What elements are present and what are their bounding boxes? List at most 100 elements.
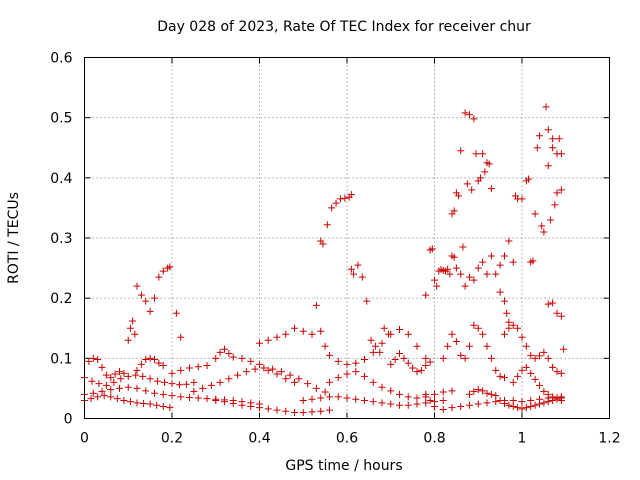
data-point [380, 324, 388, 332]
data-point [186, 364, 193, 372]
data-point [336, 195, 344, 203]
data-point [396, 350, 403, 358]
data-point [417, 366, 425, 374]
data-point [343, 370, 351, 378]
data-point [146, 354, 154, 362]
data-point [479, 387, 487, 395]
data-point [273, 333, 281, 341]
data-point [496, 261, 504, 269]
data-point [256, 339, 263, 347]
data-point [299, 408, 307, 416]
data-point [509, 396, 517, 404]
data-point [354, 261, 362, 269]
data-point [308, 408, 316, 416]
data-point [234, 371, 242, 379]
data-point [371, 342, 379, 350]
data-point [553, 189, 561, 197]
data-point [555, 135, 563, 143]
data-point [536, 132, 543, 140]
data-point [120, 396, 128, 404]
data-point [299, 327, 307, 335]
data-point [129, 317, 137, 325]
data-point [470, 276, 478, 284]
data-point [308, 395, 316, 403]
data-point [450, 207, 458, 215]
data-point [352, 395, 360, 403]
data-point [492, 392, 500, 400]
data-point [242, 368, 250, 376]
y-tick-label: 0.1 [50, 351, 72, 367]
data-point [273, 406, 281, 414]
data-point [87, 395, 95, 403]
data-point [132, 371, 140, 379]
data-point [269, 365, 277, 373]
data-point [369, 378, 377, 386]
data-point [549, 396, 557, 404]
data-point [422, 354, 430, 362]
data-point [110, 378, 118, 386]
data-point [525, 175, 533, 183]
data-point [492, 366, 500, 374]
data-point [256, 360, 263, 368]
data-point [139, 372, 147, 380]
data-point [323, 221, 331, 229]
data-point [479, 330, 487, 338]
data-point [229, 399, 237, 407]
data-point [544, 126, 552, 134]
data-point [409, 364, 417, 372]
data-point [426, 396, 434, 404]
data-point [94, 356, 102, 364]
data-point [133, 282, 141, 290]
data-point [142, 356, 150, 364]
data-point [151, 294, 158, 302]
data-point [501, 374, 508, 382]
data-point [544, 390, 552, 398]
data-point [247, 357, 255, 365]
data-point [470, 115, 478, 123]
data-point [560, 345, 568, 353]
data-point [343, 360, 351, 368]
data-point [514, 324, 522, 332]
data-point [483, 399, 491, 407]
data-point [161, 378, 169, 386]
data-point [137, 291, 145, 299]
data-point [551, 201, 559, 209]
x-tick-labels: 0 0.2 0.4 0.6 0.8 1 1.2 [80, 431, 621, 447]
data-point [308, 330, 316, 338]
data-point [413, 342, 421, 350]
data-point [225, 350, 233, 358]
data-point [277, 368, 285, 376]
data-point [466, 390, 473, 398]
data-point [557, 312, 565, 320]
data-point [264, 336, 272, 344]
data-point [361, 396, 368, 404]
data-point [273, 370, 281, 378]
data-point [518, 405, 526, 413]
data-point [229, 353, 237, 361]
data-point [496, 288, 504, 296]
data-point [474, 400, 482, 408]
data-point [107, 393, 115, 401]
data-point [553, 395, 561, 403]
data-point [492, 270, 500, 278]
data-point [529, 257, 537, 265]
data-point [146, 375, 154, 383]
data-point [95, 380, 103, 388]
data-point [452, 337, 460, 345]
data-point [404, 330, 412, 338]
data-point [378, 399, 386, 407]
data-point [538, 222, 546, 230]
data-point [317, 394, 325, 402]
data-point [505, 324, 513, 332]
data-point [212, 354, 220, 362]
data-point [247, 402, 255, 410]
data-point [509, 402, 517, 410]
data-point [238, 354, 246, 362]
data-point [457, 402, 465, 410]
data-point [487, 390, 495, 398]
data-point [468, 186, 476, 194]
data-point [89, 389, 97, 397]
data-point [319, 240, 327, 248]
x-tick-label: 0.2 [161, 431, 183, 447]
